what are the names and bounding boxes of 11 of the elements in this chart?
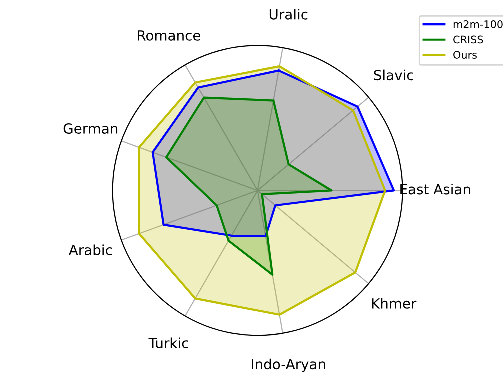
legend-label: Ours (454, 51, 477, 59)
spoke-label: Khmer (372, 298, 417, 309)
spoke-label: Turkic (148, 338, 188, 349)
spoke-label: Uralic (270, 9, 308, 20)
spoke-label: Arabic (68, 244, 112, 256)
spoke-label: German (64, 123, 118, 134)
spoke-label: Slavic (374, 70, 414, 81)
legend-label: CRISS (454, 36, 484, 44)
legend-label: m2m-100 (454, 20, 503, 28)
spoke-label: Indo-Aryan (252, 358, 326, 372)
spoke-label: Romance (138, 30, 201, 41)
